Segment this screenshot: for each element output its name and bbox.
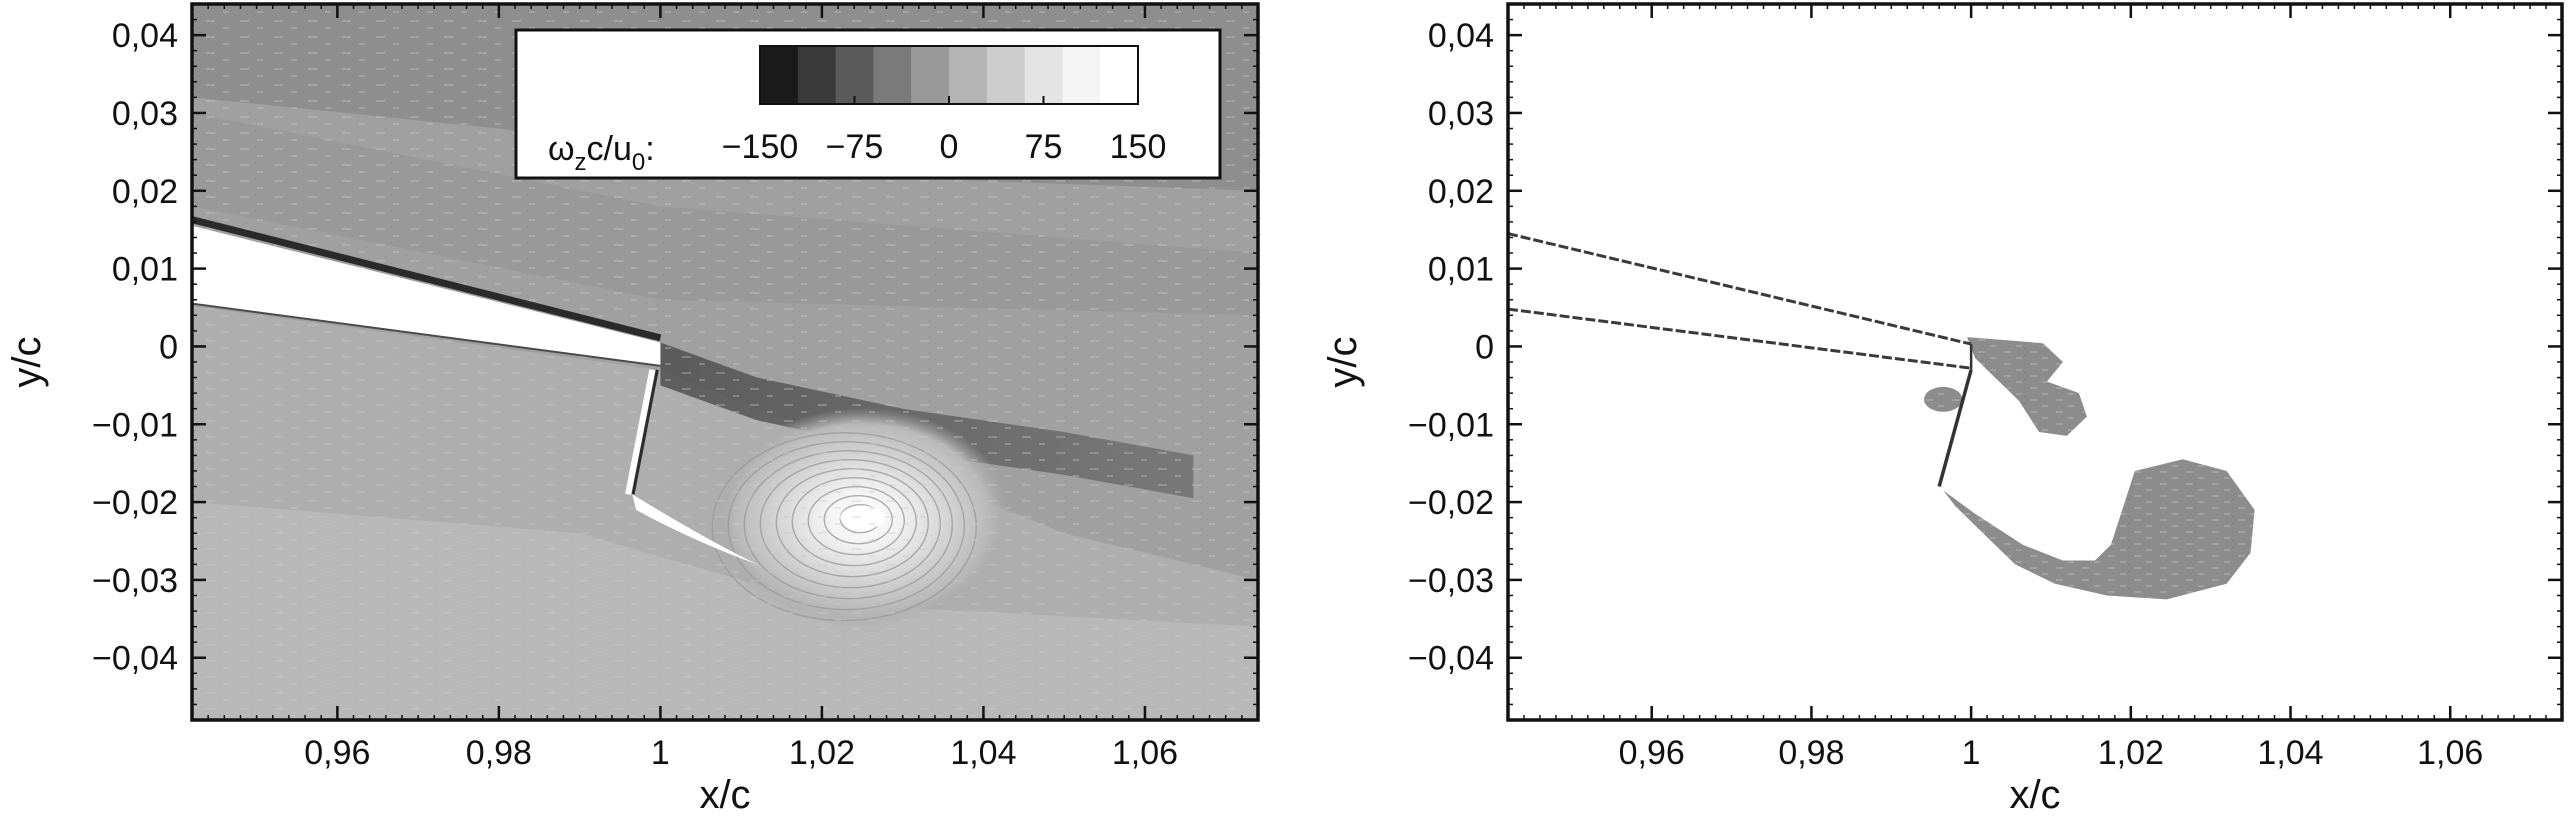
y-tick-label: 0,01	[112, 251, 178, 289]
region-texture	[1943, 459, 2255, 600]
y-tick-label: 0,04	[1428, 17, 1494, 55]
y-tick-label: −0,01	[92, 406, 178, 444]
airfoil-lower-edge	[192, 302, 661, 367]
y-tick-label: 0,01	[1428, 251, 1494, 289]
x-tick-label: 1,04	[950, 734, 1016, 772]
x-tick-label: 0,96	[1619, 734, 1685, 772]
x-tick-label: 1,06	[2417, 734, 2483, 772]
y-tick-label: 0,02	[1428, 173, 1494, 211]
y-tick-label: 0	[1475, 328, 1494, 366]
colorbar-tick-label: −75	[826, 128, 884, 166]
flap-edge	[631, 369, 659, 495]
airfoil	[192, 225, 661, 366]
colorbar-swatch	[986, 46, 1026, 104]
colorbar-swatch	[1024, 46, 1063, 104]
colorbar-label-part: :	[645, 130, 654, 168]
colorbar-tick-label: 0	[940, 128, 959, 166]
x-axis-title: x/c	[699, 773, 750, 817]
colorbar-label-part: z	[575, 149, 587, 176]
colorbar-swatch	[1062, 46, 1101, 104]
colorbar-label-part: 0	[632, 149, 645, 176]
x-tick-label: 1,06	[1112, 734, 1178, 772]
y-tick-label: −0,04	[1408, 640, 1494, 678]
region-texture	[1967, 337, 2087, 436]
y-axis-title: y/c	[1321, 336, 1365, 387]
region-texture	[1925, 386, 1962, 413]
flap	[625, 369, 656, 495]
colorbar-swatch	[949, 46, 988, 104]
x-tick-label: 1	[651, 734, 670, 772]
colorbar-tick-label: −150	[722, 128, 799, 166]
colorbar-label-part: ω	[548, 130, 575, 168]
colorbar-tick-label: 75	[1025, 128, 1063, 166]
y-tick-label: 0,03	[1428, 95, 1494, 133]
plot-area	[1508, 4, 2562, 720]
y-tick-label: 0,04	[112, 17, 178, 55]
x-tick-label: 0,98	[466, 734, 532, 772]
x-tick-label: 1,02	[2098, 734, 2164, 772]
y-tick-label: −0,01	[1408, 406, 1494, 444]
colorbar-swatch	[835, 46, 874, 104]
x-tick-label: 0,98	[1778, 734, 1844, 772]
y-tick-label: −0,02	[92, 484, 178, 522]
x-tick-label: 1,04	[2257, 734, 2323, 772]
colorbar-swatch	[911, 46, 950, 104]
colorbar-label: ωzc/u0:	[548, 130, 655, 176]
flap	[1937, 369, 1973, 487]
x-axis-title: x/c	[2009, 773, 2060, 817]
y-tick-label: 0	[159, 328, 178, 366]
y-tick-label: 0,03	[112, 95, 178, 133]
colorbar-swatch	[873, 46, 912, 104]
colorbar-swatch	[797, 46, 837, 104]
colorbar-swatch	[760, 46, 799, 104]
y-tick-label: −0,02	[1408, 484, 1494, 522]
colorbar-tick-label: 150	[1110, 128, 1167, 166]
colorbar-label-part: c/u	[587, 130, 632, 168]
x-tick-label: 1	[1962, 734, 1981, 772]
y-tick-label: 0,02	[112, 173, 178, 211]
x-tick-label: 0,96	[304, 734, 370, 772]
x-tick-label: 1,02	[789, 734, 855, 772]
panel-right: 0,96 0,98 1 1,02 1,04 1,06 0,04 0,03 0,02 0,01 0 −0…	[1321, 2, 2564, 817]
y-tick-label: −0,04	[92, 640, 178, 678]
colorbar-swatch	[1100, 46, 1139, 104]
airfoil-upper-surface	[1508, 232, 1972, 346]
y-axis-title: y/c	[5, 336, 49, 387]
y-tick-label: −0,03	[1408, 562, 1494, 600]
airfoil-upper-boundary-layer	[192, 216, 662, 342]
y-tick-label: −0,03	[92, 562, 178, 600]
